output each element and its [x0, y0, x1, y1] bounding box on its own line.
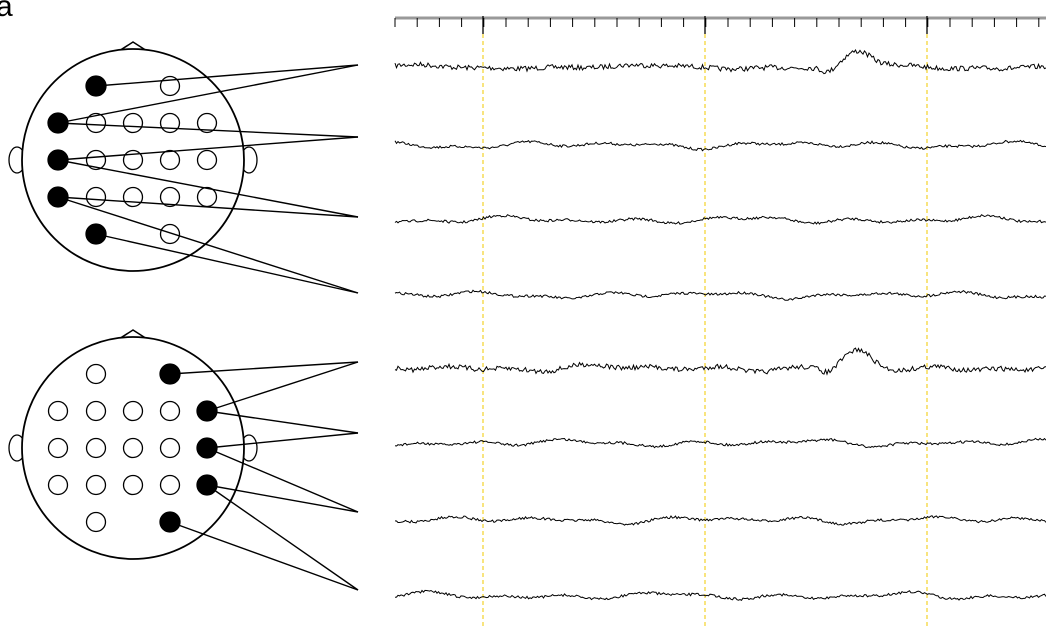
- electrode: [196, 186, 218, 208]
- head: [8, 329, 359, 591]
- electrode: [85, 511, 107, 533]
- connector: [57, 159, 359, 218]
- electrode: [159, 223, 181, 245]
- connector: [57, 196, 359, 218]
- electrode: [196, 112, 218, 134]
- connector: [57, 122, 359, 138]
- electrode: [85, 112, 107, 134]
- electrode: [122, 437, 144, 459]
- eeg-trace: [394, 515, 1046, 526]
- connector: [206, 484, 359, 513]
- eeg-trace: [394, 48, 1046, 75]
- electrode: [85, 474, 107, 496]
- electrode: [85, 363, 107, 385]
- electrode: [122, 112, 144, 134]
- connector: [95, 64, 359, 87]
- head: [8, 41, 359, 294]
- connector: [57, 64, 359, 124]
- electrode: [196, 149, 218, 171]
- electrode: [47, 400, 69, 422]
- eeg-traces: [394, 48, 1046, 601]
- electrode: [85, 186, 107, 208]
- montage-heads: [8, 41, 359, 591]
- electrode: [159, 149, 181, 171]
- electrode: [122, 186, 144, 208]
- connector: [95, 233, 359, 294]
- connector: [206, 361, 359, 412]
- eeg-trace: [394, 589, 1046, 601]
- eeg-trace: [394, 139, 1046, 152]
- connector: [206, 447, 359, 513]
- connector: [57, 136, 359, 161]
- eeg-trace: [394, 289, 1046, 301]
- connector: [169, 361, 359, 375]
- electrode: [85, 400, 107, 422]
- electrode: [159, 400, 181, 422]
- time-ruler: [394, 16, 1046, 626]
- electrode: [159, 474, 181, 496]
- connector: [206, 484, 359, 591]
- connector: [169, 521, 359, 591]
- connector: [57, 196, 359, 294]
- connector: [206, 410, 359, 434]
- eeg-trace: [394, 437, 1046, 449]
- electrode: [159, 75, 181, 97]
- electrode: [159, 437, 181, 459]
- electrode: [122, 400, 144, 422]
- eeg-trace: [394, 347, 1046, 376]
- eeg-trace: [394, 214, 1046, 225]
- electrode: [47, 437, 69, 459]
- electrode: [85, 437, 107, 459]
- electrode: [47, 474, 69, 496]
- electrode: [122, 474, 144, 496]
- connector: [206, 432, 359, 449]
- electrode: [85, 149, 107, 171]
- panel-label: a: [0, 0, 13, 23]
- electrode: [159, 112, 181, 134]
- electrode: [159, 186, 181, 208]
